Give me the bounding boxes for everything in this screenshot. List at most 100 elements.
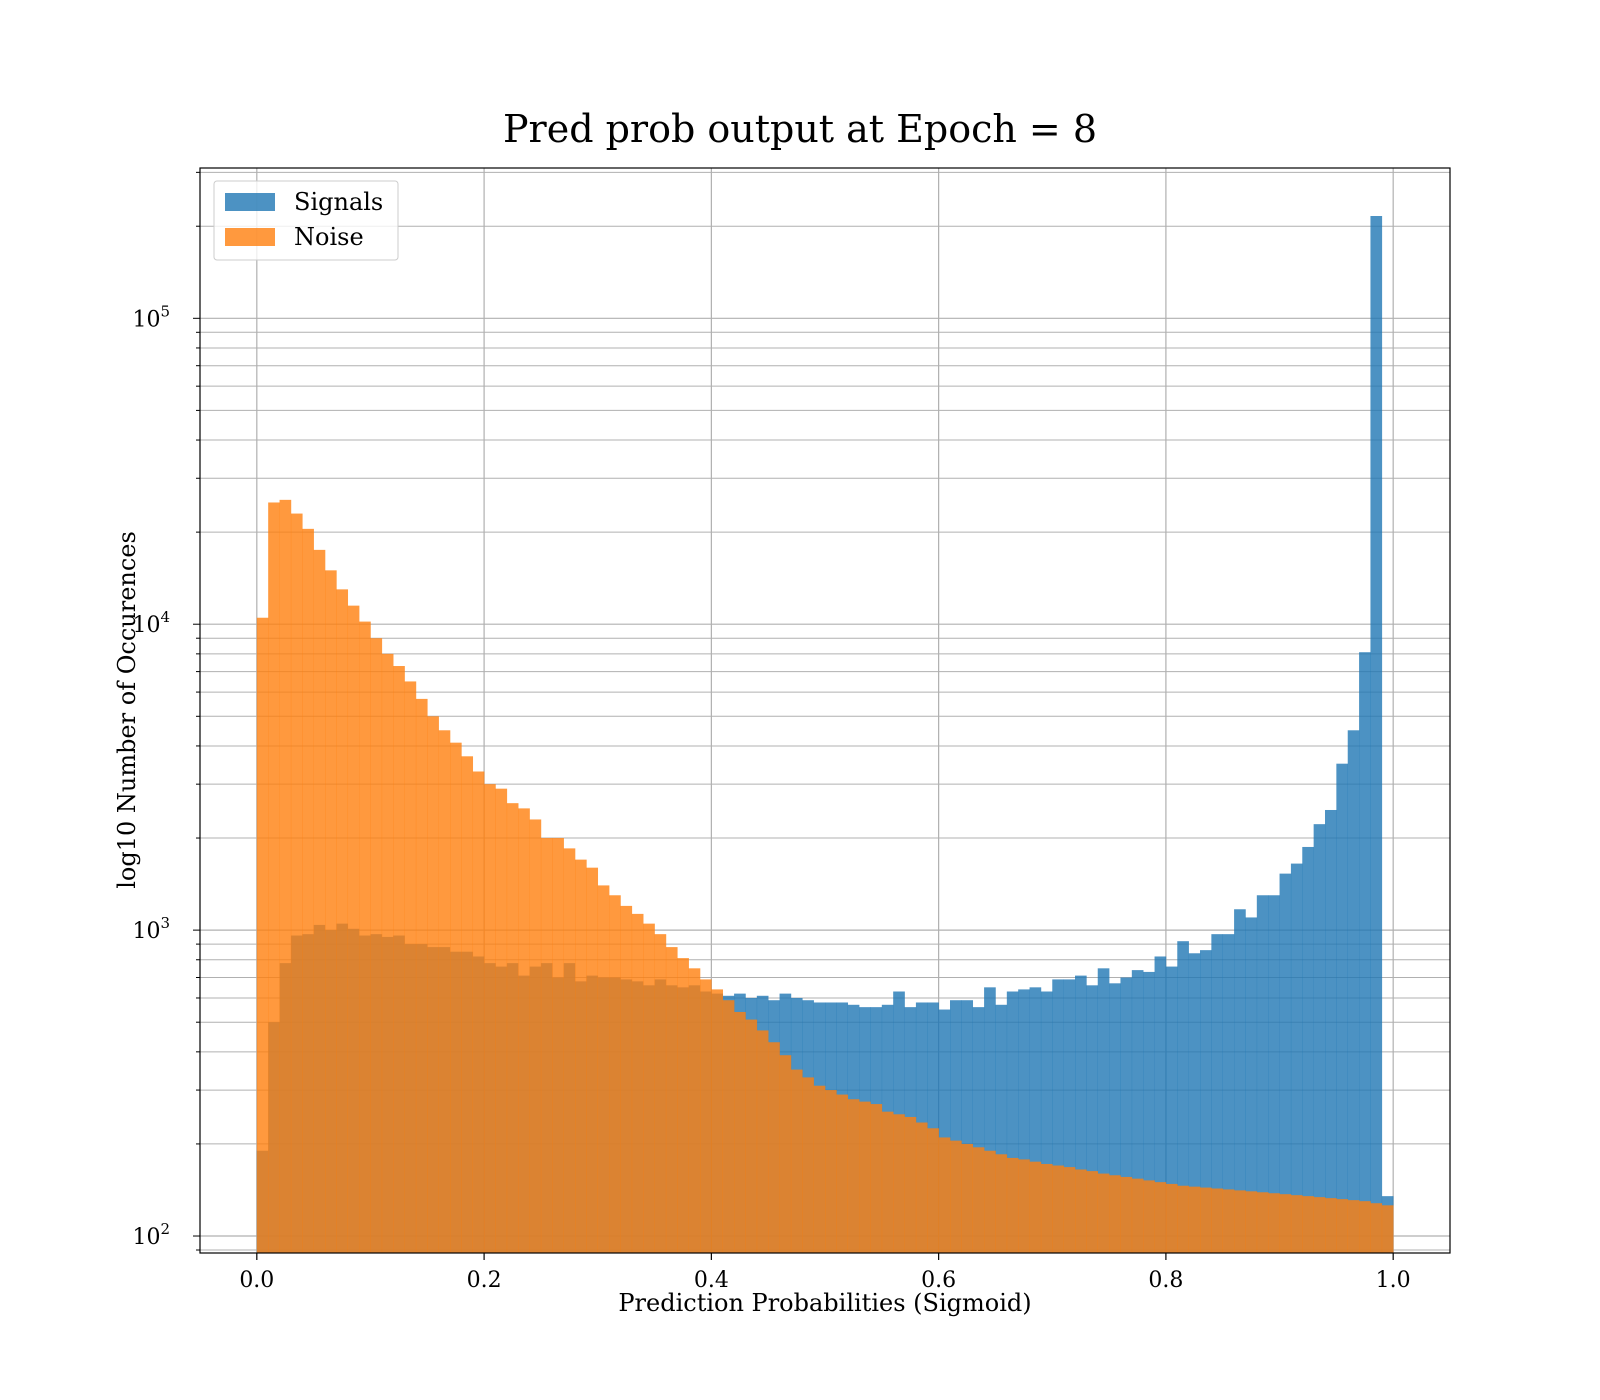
noise-bar: [563, 848, 576, 1253]
noise-bar: [984, 1150, 996, 1253]
noise-bar: [825, 1090, 837, 1253]
legend-swatch-noise: [225, 228, 275, 246]
signals-bar: [1279, 873, 1292, 1253]
noise-bar: [938, 1137, 951, 1253]
signals-bar: [995, 1004, 1008, 1253]
signals-bar: [1143, 971, 1155, 1253]
noise-bar: [575, 859, 587, 1253]
noise-bar: [1040, 1163, 1053, 1253]
plot-frame: [199, 167, 1451, 1254]
noise-bar: [1245, 1191, 1258, 1253]
x-tick-label: 0.2: [467, 1268, 502, 1293]
noise-bar: [665, 947, 678, 1253]
noise-bar: [870, 1104, 883, 1253]
legend-label-noise: Noise: [294, 223, 364, 251]
noise-bar: [1154, 1182, 1167, 1253]
noise-bar: [1131, 1178, 1144, 1253]
noise-bar: [711, 989, 724, 1253]
noise-bar: [915, 1122, 928, 1253]
noise-bar: [961, 1143, 974, 1253]
x-tick-label: 1.0: [1376, 1268, 1411, 1293]
noise-bar: [404, 681, 417, 1253]
noise-bar: [427, 716, 439, 1253]
noise-bar: [336, 589, 349, 1253]
noise-bar: [1188, 1186, 1201, 1253]
chart-title: Pred prob output at Epoch = 8: [503, 107, 1097, 151]
noise-bar: [950, 1140, 962, 1253]
x-tick-label: 0.8: [1148, 1268, 1183, 1293]
noise-bar: [779, 1055, 792, 1253]
noise-bar: [1018, 1159, 1030, 1253]
noise-bar: [370, 638, 383, 1253]
legend-label-signals: Signals: [294, 188, 383, 216]
x-axis-ticks: 0.0 0.2 0.4 0.6 0.8 1.0: [239, 1253, 1411, 1293]
noise-bar: [1381, 1205, 1394, 1253]
noise-bar: [484, 784, 496, 1253]
noise-bar: [859, 1101, 871, 1253]
signals-bar: [984, 987, 996, 1253]
signals-bar: [1086, 985, 1099, 1253]
signals-bar: [1211, 934, 1224, 1253]
noise-bar: [359, 621, 371, 1253]
legend-swatch-signals: [225, 193, 275, 211]
noise-bar: [1143, 1180, 1155, 1253]
noise-bar: [972, 1147, 985, 1253]
noise-bar: [325, 570, 337, 1253]
noise-bar: [609, 895, 621, 1253]
signals-bar: [950, 1000, 962, 1253]
noise-bar: [1268, 1193, 1280, 1253]
noise-bar: [1234, 1190, 1246, 1253]
noise-bar: [415, 698, 428, 1253]
noise-bar: [1006, 1157, 1019, 1253]
noise-bar: [688, 968, 701, 1253]
noise-bar: [279, 499, 292, 1254]
signals-bar: [1336, 763, 1349, 1253]
x-tick-label: 0.0: [239, 1268, 274, 1293]
noise-bar: [643, 923, 655, 1253]
noise-bar: [1222, 1189, 1235, 1253]
noise-bar: [450, 742, 462, 1253]
noise-bar: [1313, 1197, 1326, 1253]
noise-bar: [1347, 1200, 1360, 1253]
signals-bar: [1245, 917, 1258, 1253]
noise-bar: [1086, 1171, 1099, 1253]
signals-bar: [1347, 730, 1360, 1253]
noise-bar: [268, 502, 280, 1254]
signals-bar: [1302, 846, 1314, 1253]
noise-bar: [472, 771, 485, 1253]
noise-bar: [734, 1011, 746, 1253]
signals-bar: [1188, 953, 1201, 1253]
noise-bar: [995, 1154, 1008, 1253]
signals-bar: [1359, 652, 1371, 1253]
noise-bar: [393, 666, 405, 1253]
signals-bar: [1234, 909, 1246, 1253]
signals-bar: [1200, 950, 1212, 1253]
signals-bar: [1120, 977, 1133, 1253]
signals-bar: [961, 1000, 974, 1253]
noise-bar: [1290, 1195, 1303, 1253]
noise-bar: [1120, 1176, 1133, 1253]
noise-bar: [904, 1116, 917, 1253]
y-axis-label: log10 Number of Occurences: [113, 531, 141, 889]
signals-bar: [938, 1009, 951, 1253]
noise-bar: [893, 1114, 905, 1253]
signals-bar: [1165, 966, 1178, 1253]
signals-bar: [1325, 809, 1337, 1253]
signals-bar: [1290, 863, 1303, 1253]
noise-bar: [1370, 1203, 1383, 1253]
signals-bar: [1052, 979, 1064, 1253]
noise-bar: [1075, 1169, 1087, 1253]
x-tick-label: 0.6: [921, 1268, 956, 1293]
noise-bar: [518, 808, 530, 1253]
noise-bar: [631, 913, 644, 1253]
noise-bar: [1029, 1161, 1042, 1253]
noise-bar: [313, 549, 326, 1253]
noise-bar: [677, 958, 689, 1253]
noise-bar: [1211, 1188, 1224, 1253]
signals-bar: [1029, 987, 1042, 1253]
signals-bar: [1256, 895, 1269, 1253]
signals-bar: [1006, 991, 1019, 1253]
signals-bar: [1177, 941, 1189, 1253]
signals-bar: [1040, 991, 1053, 1253]
